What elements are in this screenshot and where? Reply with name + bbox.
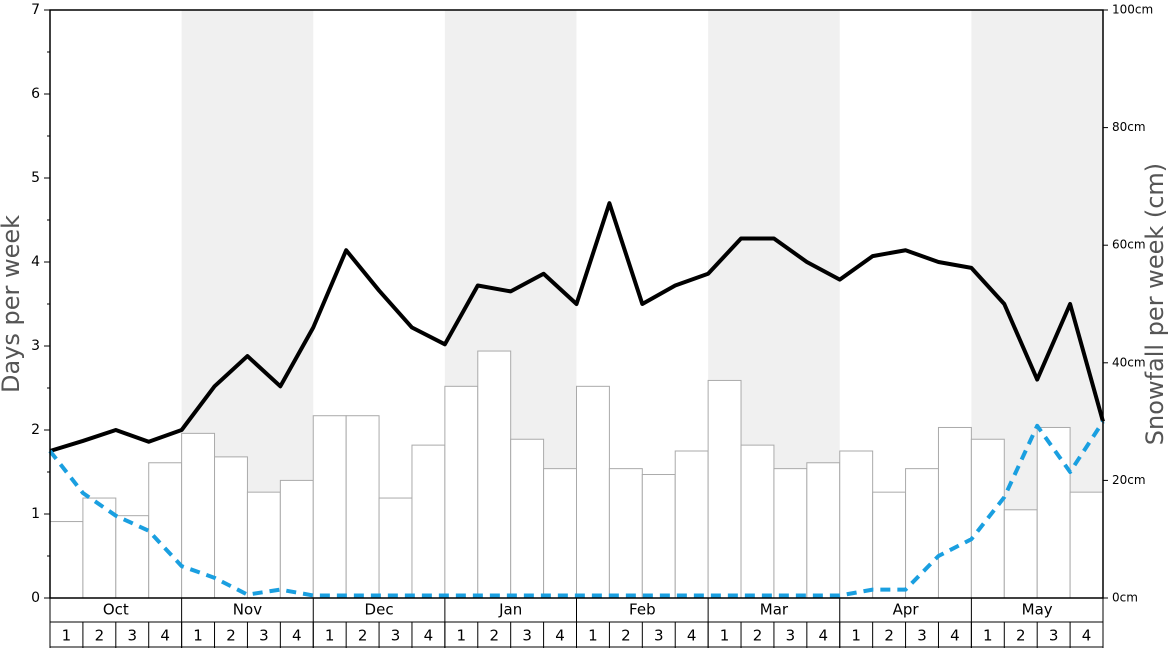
snow-bar	[937, 426, 972, 599]
week-label: 1	[325, 627, 335, 645]
days-line	[49, 201, 1105, 453]
week-label: 3	[654, 627, 664, 645]
week-label: 3	[259, 627, 269, 645]
y-tick-label: 4	[31, 254, 40, 270]
week-label: 2	[753, 627, 763, 645]
week-label: 3	[522, 627, 532, 645]
snow-bar	[444, 385, 479, 599]
snow-bar	[576, 385, 610, 599]
y2-tick-label: 100cm	[1112, 3, 1153, 17]
week-label: 4	[292, 627, 302, 645]
y-tick-label: 5	[31, 170, 40, 186]
week-label: 4	[950, 627, 960, 645]
week-label: 1	[62, 627, 72, 645]
snow-bar	[49, 521, 84, 599]
snow-bar	[214, 456, 248, 599]
week-label: 3	[917, 627, 927, 645]
week-label: 2	[226, 627, 236, 645]
y2-tick-label: 80cm	[1112, 120, 1146, 134]
y-tick-label: 6	[31, 86, 40, 102]
week-label: 3	[786, 627, 796, 645]
month-label: Jan	[498, 601, 522, 619]
month-label: Dec	[365, 601, 394, 619]
month-label: Feb	[629, 601, 656, 619]
snow-bar	[246, 491, 281, 599]
week-label: 4	[819, 627, 829, 645]
snow-bar	[674, 450, 709, 599]
snow-bar	[477, 350, 512, 599]
snow-bar	[872, 491, 907, 599]
days-line	[48, 420, 1105, 598]
snow-bar	[773, 468, 808, 599]
week-label: 2	[489, 627, 499, 645]
y2-tick-label: 0cm	[1112, 591, 1138, 605]
month-label: Nov	[233, 601, 262, 619]
week-label: 1	[720, 627, 730, 645]
snow-bar	[510, 438, 545, 599]
week-label: 4	[687, 627, 697, 645]
week-label: 2	[884, 627, 894, 645]
snow-bar	[839, 450, 874, 599]
y-tick-label: 2	[31, 422, 40, 438]
y-tick-label: 1	[31, 506, 40, 522]
week-label: 4	[424, 627, 434, 645]
week-label: 2	[1016, 627, 1026, 645]
snow-bar	[905, 468, 939, 599]
snow-bar	[312, 415, 347, 599]
month-label: Oct	[103, 601, 129, 619]
y-axis-label: Days per week	[0, 215, 25, 393]
week-label: 2	[621, 627, 631, 645]
y2-tick-label: 60cm	[1112, 238, 1146, 252]
snow-bar	[1036, 426, 1071, 599]
week-label: 4	[555, 627, 565, 645]
week-label: 1	[851, 627, 861, 645]
snow-bar	[641, 474, 676, 599]
snow-bar	[1069, 491, 1104, 599]
snow-bar	[543, 468, 577, 599]
month-label: Mar	[760, 601, 789, 619]
snow-bar	[806, 462, 841, 599]
y-tick-label: 7	[31, 2, 40, 18]
week-label: 2	[95, 627, 105, 645]
y-tick-label: 0	[31, 590, 40, 606]
month-label: Apr	[893, 601, 920, 619]
snow-bar	[740, 444, 775, 599]
month-label: May	[1022, 601, 1053, 619]
week-label: 3	[391, 627, 401, 645]
y2-tick-label: 20cm	[1112, 473, 1146, 487]
y-tick-label: 3	[31, 338, 40, 354]
snow-bar	[970, 438, 1005, 599]
snow-bar	[707, 379, 742, 599]
snow-bar	[1003, 509, 1038, 599]
snow-bar	[411, 444, 446, 599]
week-label: 3	[1049, 627, 1059, 645]
y2-tick-label: 40cm	[1112, 355, 1146, 369]
week-label: 1	[983, 627, 993, 645]
snow-bar	[378, 497, 413, 599]
y2-axis-label: Snowfall per week (cm)	[1141, 163, 1168, 445]
snow-bar	[279, 479, 314, 599]
week-label: 1	[193, 627, 203, 645]
week-label: 1	[457, 627, 467, 645]
week-label: 4	[160, 627, 170, 645]
snow-bar	[148, 462, 183, 599]
week-label: 1	[588, 627, 598, 645]
week-label: 2	[358, 627, 368, 645]
snow-bar	[608, 468, 643, 599]
snow-bar	[345, 415, 380, 599]
week-label: 3	[127, 627, 137, 645]
week-label: 4	[1082, 627, 1092, 645]
